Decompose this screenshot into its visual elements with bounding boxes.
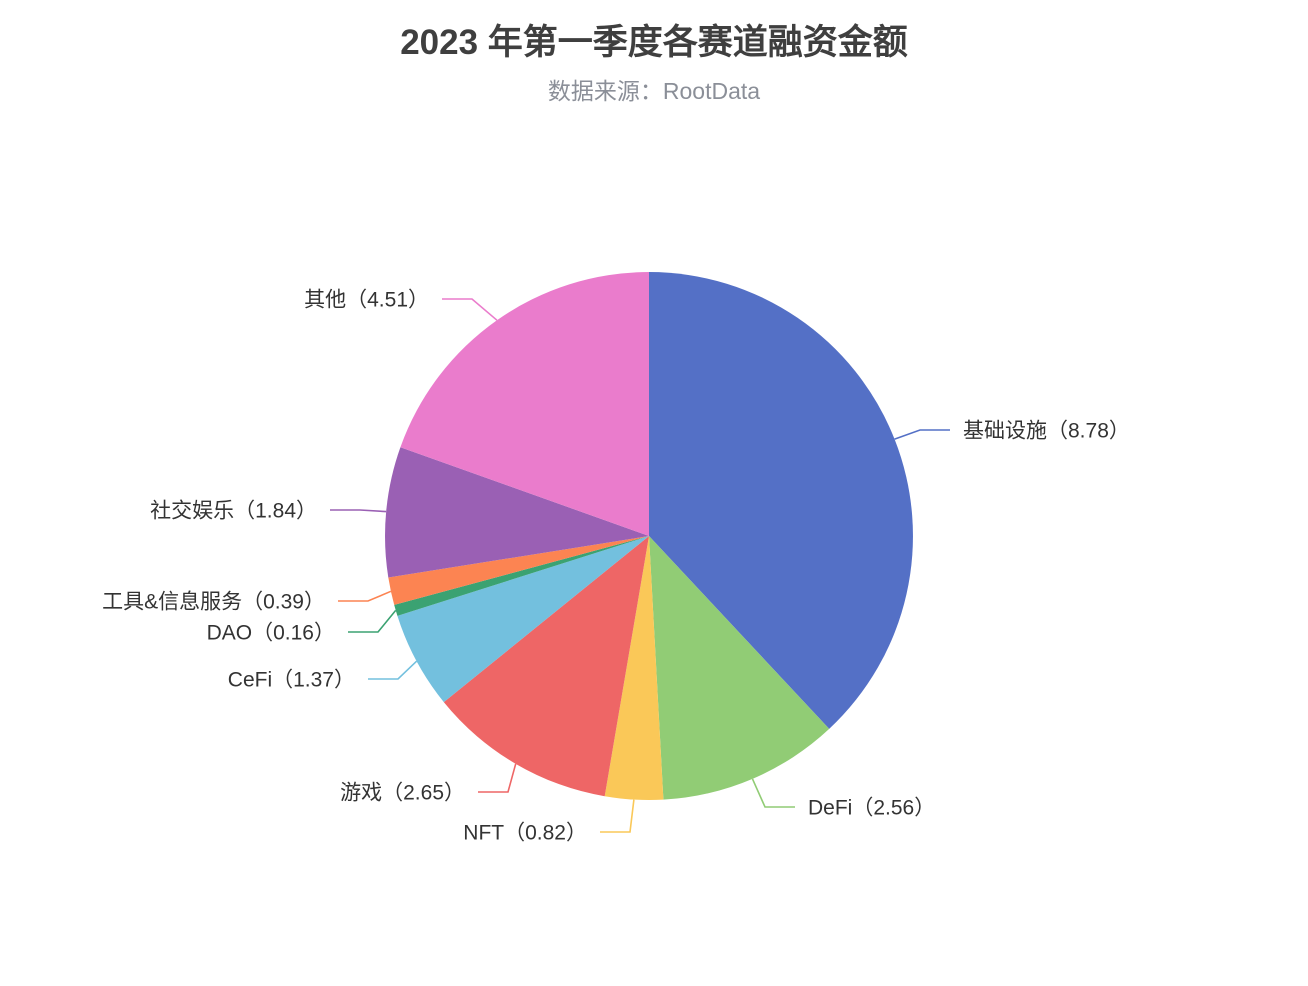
label-leader-line — [894, 429, 950, 440]
slice-label: DAO（0.16） — [207, 621, 335, 644]
pie-slice[interactable] — [649, 536, 830, 800]
label-leader-line — [338, 590, 392, 602]
label-leader-line — [442, 298, 498, 321]
pie-slice[interactable] — [388, 536, 649, 605]
slice-labels-group: 基础设施（8.78） DeFi（2.56） NFT（0.82） 游戏（2.65） CeF… — [102, 288, 1130, 844]
slice-label: 游戏（2.65） — [340, 781, 465, 804]
label-leader-line — [478, 763, 517, 793]
pie-slice[interactable] — [400, 272, 649, 536]
label-leader-line — [600, 799, 635, 833]
label-lines-group — [330, 298, 950, 833]
slice-label: 工具&信息服务（0.39） — [102, 590, 325, 613]
chart-subtitle: 数据来源：RootData — [548, 78, 760, 104]
chart-title: 2023 年第一季度各赛道融资金额 — [400, 22, 908, 62]
label-leader-line — [330, 509, 387, 513]
slice-label: CeFi（1.37） — [228, 668, 355, 691]
slice-label: NFT（0.82） — [463, 821, 587, 844]
slice-label: 基础设施（8.78） — [963, 419, 1130, 442]
pie-slice[interactable] — [604, 536, 664, 800]
pie-slice[interactable] — [397, 536, 649, 703]
label-leader-line — [348, 609, 397, 633]
pie-slice[interactable] — [394, 536, 649, 616]
label-leader-line — [368, 660, 418, 680]
slice-label: DeFi（2.56） — [808, 796, 935, 819]
pie-slice[interactable] — [385, 447, 649, 578]
label-leader-line — [751, 778, 795, 808]
pie-slices-group — [385, 272, 913, 800]
slice-label: 社交娱乐（1.84） — [150, 499, 317, 522]
pie-slice[interactable] — [443, 536, 649, 797]
slice-label: 其他（4.51） — [304, 288, 429, 311]
pie-slice[interactable] — [649, 272, 913, 729]
